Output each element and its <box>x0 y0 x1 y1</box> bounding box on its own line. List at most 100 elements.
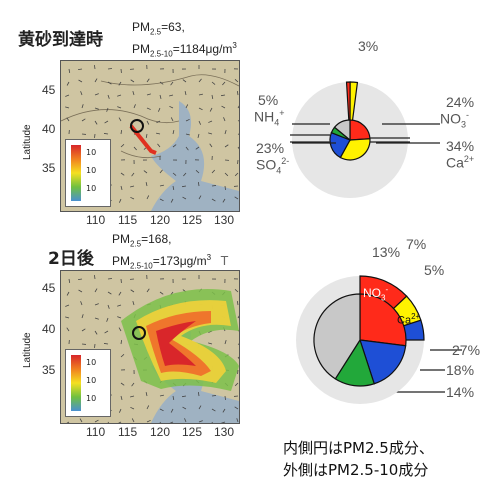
bottom-dust-map: 10 10 10 <box>60 270 240 424</box>
wind-arrow <box>224 340 227 345</box>
wind-arrow <box>197 391 200 397</box>
dust-high <box>146 311 211 376</box>
wind-arrow <box>68 68 71 74</box>
wind-arrow <box>234 382 239 387</box>
wind-arrow <box>104 120 109 124</box>
bottom-map-graphic <box>61 271 239 423</box>
wind-arrow <box>237 133 239 135</box>
legend-colorbar <box>71 355 81 411</box>
wind-arrow <box>208 342 213 345</box>
bottom-pm25-text: PM2.5=168, <box>112 232 172 251</box>
wind-arrow <box>195 170 200 174</box>
wind-arrow <box>94 64 96 70</box>
wind-arrow <box>94 107 99 110</box>
wind-arrow <box>237 315 239 319</box>
wind-arrow <box>184 418 187 423</box>
bottom-composition-pie <box>296 275 425 404</box>
wind-arrow <box>157 143 161 148</box>
wind-arrow <box>120 129 123 135</box>
wind-arrow <box>117 94 122 97</box>
wind-arrow <box>159 408 164 412</box>
wind-arrow <box>198 120 201 125</box>
wind-arrow <box>159 94 162 99</box>
wind-arrow <box>94 78 98 83</box>
wind-arrow <box>94 303 99 306</box>
dust-plume <box>129 124 157 155</box>
bottom-ca-slice-label: Ca2+ <box>397 312 421 327</box>
top-pm10-text: PM2.5-10=1184μg/m3 <box>132 38 237 61</box>
wind-arrow <box>65 304 70 307</box>
wind-arrow <box>66 117 70 122</box>
wind-arrow <box>146 419 151 423</box>
top-lon-tick-120: 120 <box>150 213 171 227</box>
wind-arrow <box>222 81 226 86</box>
bottom-inner-value-27: 27% <box>452 342 481 358</box>
bottom-outer-value-7: 7% <box>406 236 427 252</box>
wind-arrow <box>211 94 214 100</box>
wind-arrow <box>211 169 216 174</box>
legend-tick-2: 10 <box>86 376 97 385</box>
pie-slice-so42 <box>359 339 407 385</box>
pm10-value: =1184μg/m <box>172 42 233 56</box>
pie-slice-ca2 <box>339 138 371 161</box>
wind-arrow <box>131 172 135 177</box>
bottom-inner-value-14: 14% <box>446 384 475 400</box>
top-composition-pie <box>290 81 410 198</box>
wind-arrow <box>130 196 135 200</box>
wind-arrow <box>81 328 86 332</box>
wind-arrow <box>159 291 164 295</box>
wind-arrow <box>172 130 175 135</box>
wind-arrow <box>77 68 83 71</box>
wind-arrow <box>211 421 213 423</box>
wind-arrow <box>66 291 70 296</box>
pm10-unit-sup: 3 <box>232 41 237 50</box>
wind-arrow <box>120 354 125 358</box>
wind-arrow <box>211 185 217 187</box>
wind-arrow <box>170 81 174 86</box>
wind-arrow <box>209 107 213 112</box>
wind-arrow <box>77 278 83 281</box>
wind-arrow <box>130 289 135 293</box>
wind-arrow <box>197 133 200 138</box>
legend-tick-2: 10 <box>86 166 97 175</box>
pm10-label: PM <box>112 254 130 268</box>
wind-arrow <box>146 195 150 200</box>
footnote-line-1: 内側円はPM2.5成分、 <box>283 439 434 457</box>
top-lon-tick-110: 110 <box>86 213 106 227</box>
wind-arrow <box>208 132 213 135</box>
pm25-value: =63, <box>161 20 185 34</box>
pm25-label: PM <box>132 20 150 34</box>
wind-arrow <box>120 172 125 176</box>
wind-arrow <box>221 105 226 109</box>
sea-area <box>151 101 239 211</box>
bottom-lon-tick-125: 125 <box>182 425 203 439</box>
wind-arrow <box>80 301 83 306</box>
top-ca-label: Ca2+ <box>446 154 475 171</box>
wind-arrow <box>184 91 187 96</box>
wind-arrow <box>236 418 239 423</box>
wind-arrow <box>80 91 83 96</box>
wind-arrow <box>182 79 187 83</box>
wind-arrow <box>104 330 109 334</box>
wind-arrow <box>107 81 112 85</box>
top-panel-title: 黄砂到達時 <box>18 30 103 50</box>
bottom-no3-slice-label: NO3- <box>363 285 389 303</box>
top-dust-map: 10 10 10 <box>60 60 240 212</box>
wind-arrow <box>159 169 163 174</box>
wind-arrow <box>94 317 99 320</box>
wind-arrow <box>172 144 177 148</box>
wind-arrow <box>94 419 99 423</box>
map-legend-box: 10 10 10 <box>65 139 111 207</box>
wind-arrow <box>65 94 70 97</box>
map-legend-box: 10 10 10 <box>65 349 111 417</box>
bottom-lat-tick-40: 40 <box>42 322 56 336</box>
wind-arrow <box>130 185 135 188</box>
wind-arrow <box>195 146 200 150</box>
wind-arrow <box>208 120 213 123</box>
bottom-lon-tick-115: 115 <box>118 425 138 439</box>
wind-arrow <box>237 120 239 122</box>
top-lat-tick-40: 40 <box>42 122 56 136</box>
wind-arrow <box>118 117 122 122</box>
wind-arrow <box>234 172 239 177</box>
wind-arrow <box>145 133 148 139</box>
